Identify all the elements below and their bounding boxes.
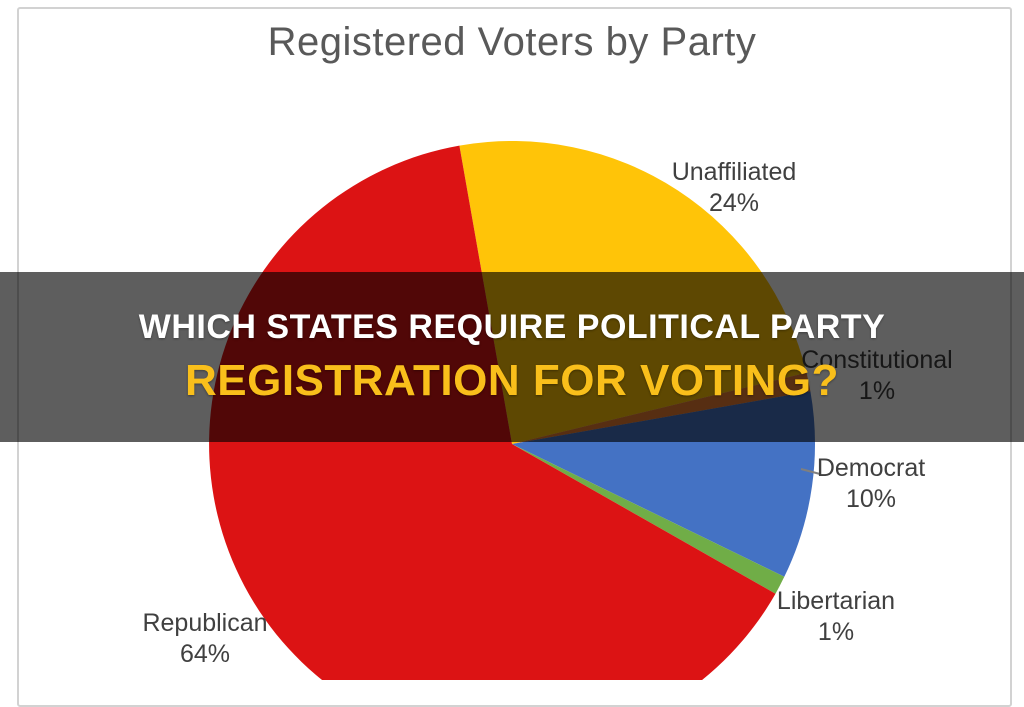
- headline-line1: WHICH STATES REQUIRE POLITICAL PARTY: [138, 308, 886, 346]
- label-unaffiliated-pct: 24%: [708, 189, 760, 217]
- label-libertarian: Libertarian 1%: [777, 586, 895, 648]
- headline-line2: REGISTRATION FOR VOTING?: [184, 356, 840, 405]
- label-libertarian-name: Libertarian: [776, 587, 896, 615]
- pie-slice-libertarian: [512, 444, 785, 594]
- label-democrat: Democrat 10%: [817, 453, 925, 515]
- label-republican-pct: 64%: [179, 640, 231, 668]
- label-unaffiliated: Unaffiliated 24%: [672, 157, 797, 219]
- headline-banner: WHICH STATES REQUIRE POLITICAL PARTY REG…: [0, 272, 1024, 442]
- label-democrat-name: Democrat: [816, 454, 926, 482]
- label-unaffiliated-name: Unaffiliated: [671, 158, 797, 186]
- label-democrat-pct: 10%: [845, 485, 897, 513]
- label-republican: Republican 64%: [142, 608, 267, 670]
- chart-title: Registered Voters by Party: [267, 20, 757, 64]
- democrat-leader-line: [800, 468, 821, 475]
- label-libertarian-pct: 1%: [817, 618, 855, 646]
- label-republican-name: Republican: [142, 609, 268, 637]
